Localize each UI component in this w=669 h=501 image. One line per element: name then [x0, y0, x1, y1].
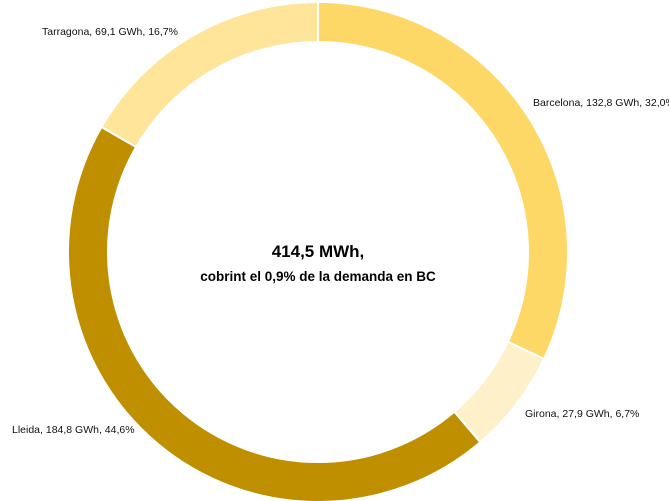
label-tarragona: Tarragona, 69,1 GWh, 16,7% — [42, 26, 178, 38]
label-lleida: Lleida, 184,8 GWh, 44,6% — [12, 424, 135, 436]
label-barcelona: Barcelona, 132,8 GWh, 32,0% — [533, 97, 669, 109]
slice-tarragona — [100, 0, 319, 149]
center-total-label: 414,5 MWh, — [272, 242, 365, 261]
slice-lleida — [67, 125, 482, 501]
slice-barcelona — [317, 0, 569, 361]
donut-slices — [67, 0, 569, 501]
center-subtitle-label: cobrint el 0,9% de la demanda en BC — [200, 269, 436, 284]
slice-labels: Barcelona, 132,8 GWh, 32,0% Girona, 27,9 … — [12, 26, 669, 436]
label-girona: Girona, 27,9 GWh, 6,7% — [525, 408, 639, 420]
center-text: 414,5 MWh, cobrint el 0,9% de la demanda… — [200, 242, 436, 284]
